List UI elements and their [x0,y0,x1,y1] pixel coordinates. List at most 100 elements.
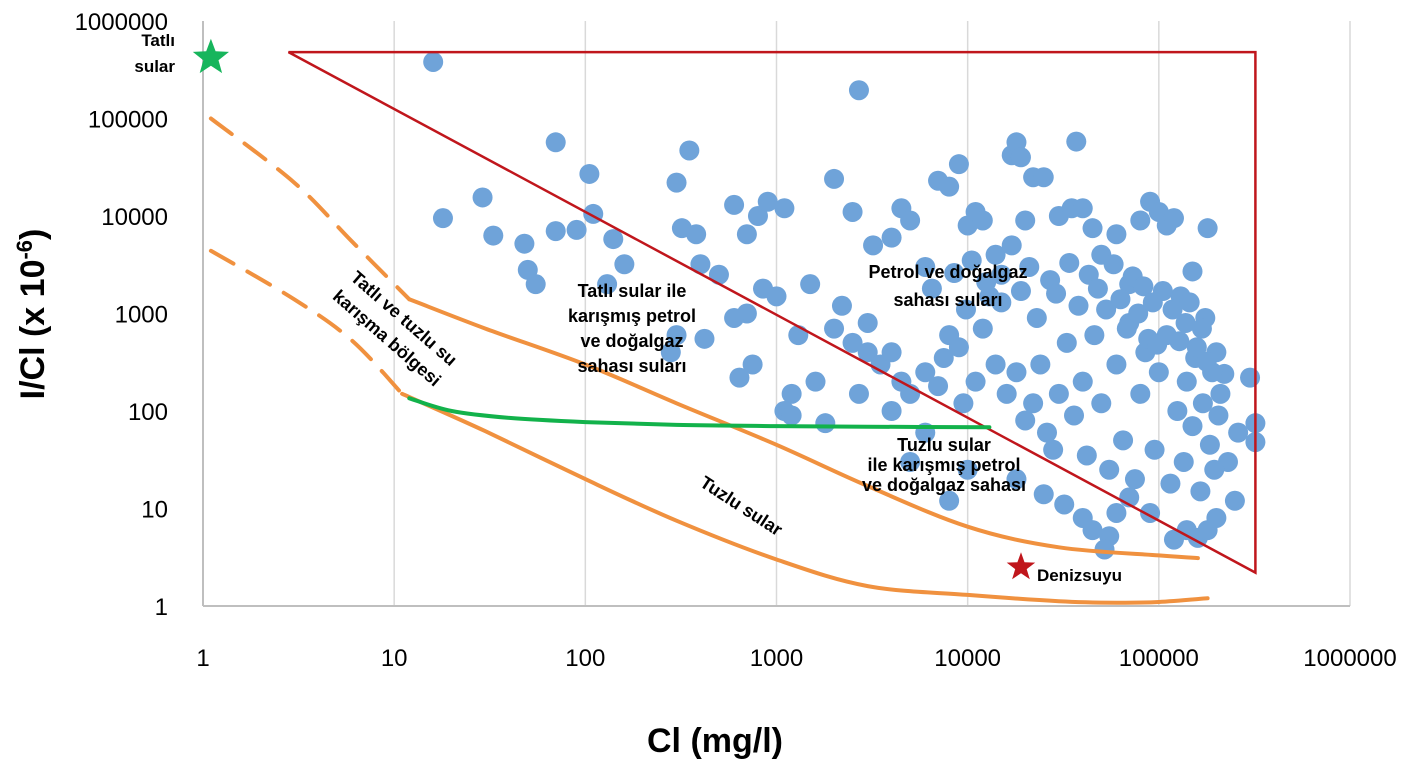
region-label: Tatlı ve tuzlu sukarışma bölgesi [329,266,462,390]
data-point [597,274,618,295]
x-tick-label: 100000 [1119,645,1199,672]
annotations: Tatlı sular Denizsuyu Tatlı sular ile karışm… [134,31,1122,585]
data-point [724,194,745,215]
data-point [1133,276,1154,297]
fresh-water-label-line: sular [134,57,175,76]
data-point [1162,299,1183,320]
data-point [848,383,869,404]
data-point [1006,469,1027,490]
data-point [666,325,687,346]
data-point [1006,362,1027,383]
y-axis-title-close: ) [14,229,52,240]
data-point [660,342,681,363]
x-axis-title: Cl (mg/l) [647,722,783,760]
data-point [1240,367,1261,388]
data-point [774,198,795,219]
data-point [1124,469,1145,490]
data-point [1106,502,1127,523]
y-tick-label: 10 [141,497,168,524]
seawater-star [1006,552,1036,580]
data-point [690,254,711,275]
axes [202,21,1350,607]
data-point [1160,473,1181,494]
green-line [407,396,992,430]
data-point [1199,434,1220,455]
data-point [957,459,978,480]
data-point [1072,198,1093,219]
data-point [848,80,869,101]
data-point [1091,393,1112,414]
data-point [1210,383,1231,404]
data-point [991,264,1012,285]
data-point [766,286,787,307]
data-point [805,371,826,392]
data-point [939,490,960,511]
data-point [1196,351,1217,372]
data-point [708,264,729,285]
data-point [483,225,504,246]
x-tick-label: 10000 [934,645,1001,672]
data-point [1099,459,1120,480]
data-point [694,328,715,349]
x-tick-label: 1 [196,645,209,672]
data-point [842,201,863,222]
data-point [824,168,845,189]
data-point [1130,210,1151,231]
data-point [514,233,535,254]
data-point [1128,303,1149,324]
data-point [831,295,852,316]
data-point [666,172,687,193]
x-tick-label: 10 [381,645,408,672]
mixing-line [400,391,1210,605]
data-point [948,337,969,358]
data-point [863,235,884,256]
data-point [1148,362,1169,383]
data-point [948,154,969,175]
data-point [996,383,1017,404]
data-point [432,208,453,229]
mixing-line-dashed [208,116,412,302]
data-point [1173,451,1194,472]
data-point [881,227,902,248]
data-point [976,272,997,293]
tick-labels: 1 10 100 1000 10000 100000 1000000 1 10 100 1000 10… [75,9,1397,672]
region-label-line: sahası suları [577,356,686,376]
data-point [944,263,965,284]
data-point [1116,318,1137,339]
data-point [1167,401,1188,421]
data-point [857,342,878,363]
data-point [1163,208,1184,229]
data-point [603,229,624,250]
data-point [1023,393,1044,414]
data-point [757,191,778,212]
data-point [1059,252,1080,273]
data-point [614,254,635,275]
y-axis-title-exponent: -6 [12,240,37,260]
data-point [1048,383,1069,404]
data-point [1046,283,1067,304]
data-point [939,176,960,197]
data-point [1182,416,1203,437]
data-point [1001,235,1022,256]
data-point [472,187,493,208]
y-tick-label: 1000 [115,302,168,329]
data-point [1147,334,1168,355]
data-point [881,401,902,421]
data-point [1110,289,1131,310]
fresh-water-label-line: Tatlı [141,31,175,50]
y-tick-label: 1000000 [75,9,168,36]
data-point [1192,393,1213,414]
fresh-water-label: Tatlı sular [134,31,175,76]
data-point [1175,312,1196,333]
data-point [781,405,802,426]
region-label-line: karışmış petrol [568,306,696,326]
data-point [985,354,1006,375]
data-point [900,210,921,231]
data-point [1096,299,1117,320]
data-point [953,393,974,414]
data-point [972,210,993,231]
data-point [1082,218,1103,239]
data-point [1186,337,1207,358]
data-point [1176,371,1197,392]
data-point [1019,256,1040,277]
